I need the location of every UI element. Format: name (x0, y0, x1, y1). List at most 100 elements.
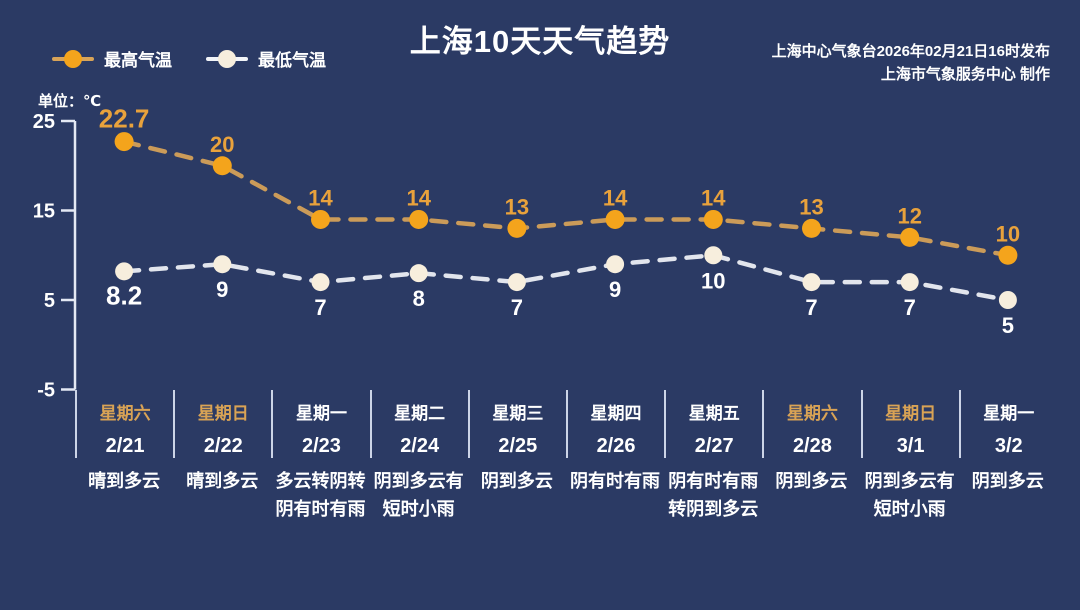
day-column: 星期五 2/27 阴有时有雨转阴到多云 (664, 390, 762, 523)
low-temp-point (409, 264, 428, 283)
weather-description-line: 阴有时有雨 (570, 471, 661, 491)
day-header-cell: 星期二 2/24 (369, 390, 468, 458)
low-temp-value-label: 9 (609, 277, 621, 302)
weather-description-line: 短时小雨 (873, 499, 946, 519)
weather-description-line: 晴到多云 (88, 471, 161, 491)
weather-description: 阴有时有雨转阴到多云 (664, 467, 762, 523)
high-temp-value-label: 20 (210, 132, 234, 157)
high-temp-point (703, 209, 723, 229)
day-of-week-label: 星期二 (394, 404, 446, 423)
day-header-cell: 星期六 2/21 (75, 390, 173, 458)
day-column: 星期日 3/1 阴到多云有短时小雨 (860, 390, 959, 523)
high-temp-point (409, 209, 429, 229)
date-label: 2/25 (498, 435, 538, 457)
day-of-week-label: 星期六 (99, 404, 151, 423)
low-temp-point (704, 246, 723, 265)
day-column: 星期三 2/25 阴到多云 (467, 390, 566, 523)
weather-description-line: 阴到多云有 (864, 471, 955, 491)
day-header-cell: 星期六 2/28 (762, 390, 860, 458)
low-temp-point (998, 291, 1017, 309)
day-column: 星期六 2/28 阴到多云 (762, 390, 860, 523)
date-label: 3/1 (896, 435, 925, 457)
day-of-week-label: 星期日 (885, 404, 937, 423)
day-column: 星期一 2/23 多云转阴转 阴有时有雨 (271, 390, 369, 523)
date-label: 2/27 (694, 435, 734, 457)
date-label: 2/28 (792, 435, 832, 457)
day-of-week-label: 星期四 (590, 404, 642, 423)
day-column: 星期一 3/2 阴到多云 (958, 390, 1057, 523)
high-temp-value-label: 14 (308, 185, 333, 210)
weather-description: 晴到多云 (173, 467, 271, 495)
high-temp-value-label: 14 (406, 185, 431, 210)
weather-description: 阴到多云 (468, 467, 566, 495)
day-header-cell: 星期三 2/25 (467, 390, 566, 458)
low-temp-point (900, 273, 919, 292)
high-temp-point (311, 209, 330, 229)
high-temp-point (998, 245, 1018, 265)
low-temp-value-label: 5 (1002, 313, 1014, 338)
date-label: 2/21 (105, 435, 145, 457)
unit-label: 单位：℃ (38, 93, 102, 110)
low-temp-value-label: 9 (216, 277, 228, 302)
day-of-week-label: 星期一 (983, 404, 1035, 423)
weather-description-line: 阴有时有雨 (668, 471, 759, 491)
low-temp-marker-icon (206, 49, 248, 68)
day-column: 星期二 2/24 阴到多云有短时小雨 (369, 390, 468, 523)
high-temp-point (900, 227, 920, 247)
date-label: 2/26 (596, 435, 636, 457)
high-temp-value-label: 12 (897, 203, 921, 228)
high-temp-value-label: 13 (505, 194, 529, 219)
weather-description: 阴到多云 (959, 467, 1057, 495)
legend-item-high-temp: 最高气温 (52, 46, 172, 71)
day-forecast-table: 星期六 2/21 晴到多云 星期日 2/22 晴到多云 星期一 2/23 多云转阴转 阴有时有雨星… (75, 390, 1057, 523)
y-axis-tick-label: 15 (33, 201, 55, 223)
low-temp-point (606, 255, 625, 274)
high-temp-point (507, 218, 527, 238)
high-temp-point (802, 218, 821, 238)
weather-description: 阴到多云有 短时小雨 (370, 467, 468, 523)
date-label: 2/24 (400, 435, 440, 457)
weather-description-line: 转阴到多云 (668, 499, 759, 519)
day-of-week-label: 星期五 (688, 404, 740, 423)
weather-description: 晴到多云 (75, 467, 173, 495)
day-header-cell: 星期五 2/27 (664, 390, 762, 458)
weather-description: 阴有时有雨 (566, 467, 664, 495)
high-temp-marker-icon (52, 49, 94, 68)
weather-description-line: 多云转阴转 (275, 471, 366, 491)
high-temp-value-label: 14 (603, 185, 628, 210)
weather-description-line: 短时小雨 (382, 499, 455, 519)
day-of-week-label: 星期六 (786, 404, 838, 423)
day-column: 星期六 2/21 晴到多云 (75, 390, 173, 523)
high-temp-value-label: 13 (799, 194, 823, 219)
weather-description: 阴到多云有 短时小雨 (861, 467, 959, 523)
legend-item-low-temp: 最低气温 (206, 46, 326, 71)
weather-description-line: 阴到多云有 (373, 471, 464, 491)
weather-description: 多云转阴转阴有时有雨 (271, 467, 369, 523)
high-temp-point (212, 156, 232, 176)
weather-description: 阴到多云 (762, 467, 860, 495)
low-temp-point (115, 262, 134, 281)
low-temp-value-label: 7 (904, 295, 916, 320)
low-temp-point (507, 273, 526, 292)
high-temp-point (114, 132, 134, 152)
weather-description-line: 阴有时有雨 (275, 499, 366, 519)
low-temp-point (802, 273, 821, 292)
low-temp-value-label: 7 (314, 295, 326, 320)
high-temp-point (605, 209, 625, 229)
day-of-week-label: 星期日 (197, 404, 249, 423)
attribution-line-2: 上海市气象服务中心 制作 (880, 66, 1050, 83)
low-temp-point (311, 273, 330, 292)
y-axis-tick-label: 5 (44, 290, 55, 312)
y-axis-tick-label: 25 (33, 111, 55, 133)
low-temp-value-label: 8 (413, 286, 425, 311)
day-column: 星期日 2/22 晴到多云 (173, 390, 271, 523)
date-label: 3/2 (994, 435, 1023, 457)
day-column: 星期四 2/26 阴有时有雨 (565, 390, 664, 523)
weather-description-line: 阴到多云 (971, 471, 1044, 491)
high-temp-value-label: 14 (701, 185, 726, 210)
high-temp-value-label: 10 (996, 221, 1020, 246)
legend-label-high-temp: 最高气温 (104, 51, 172, 70)
day-header-cell: 星期日 2/22 (173, 390, 271, 458)
